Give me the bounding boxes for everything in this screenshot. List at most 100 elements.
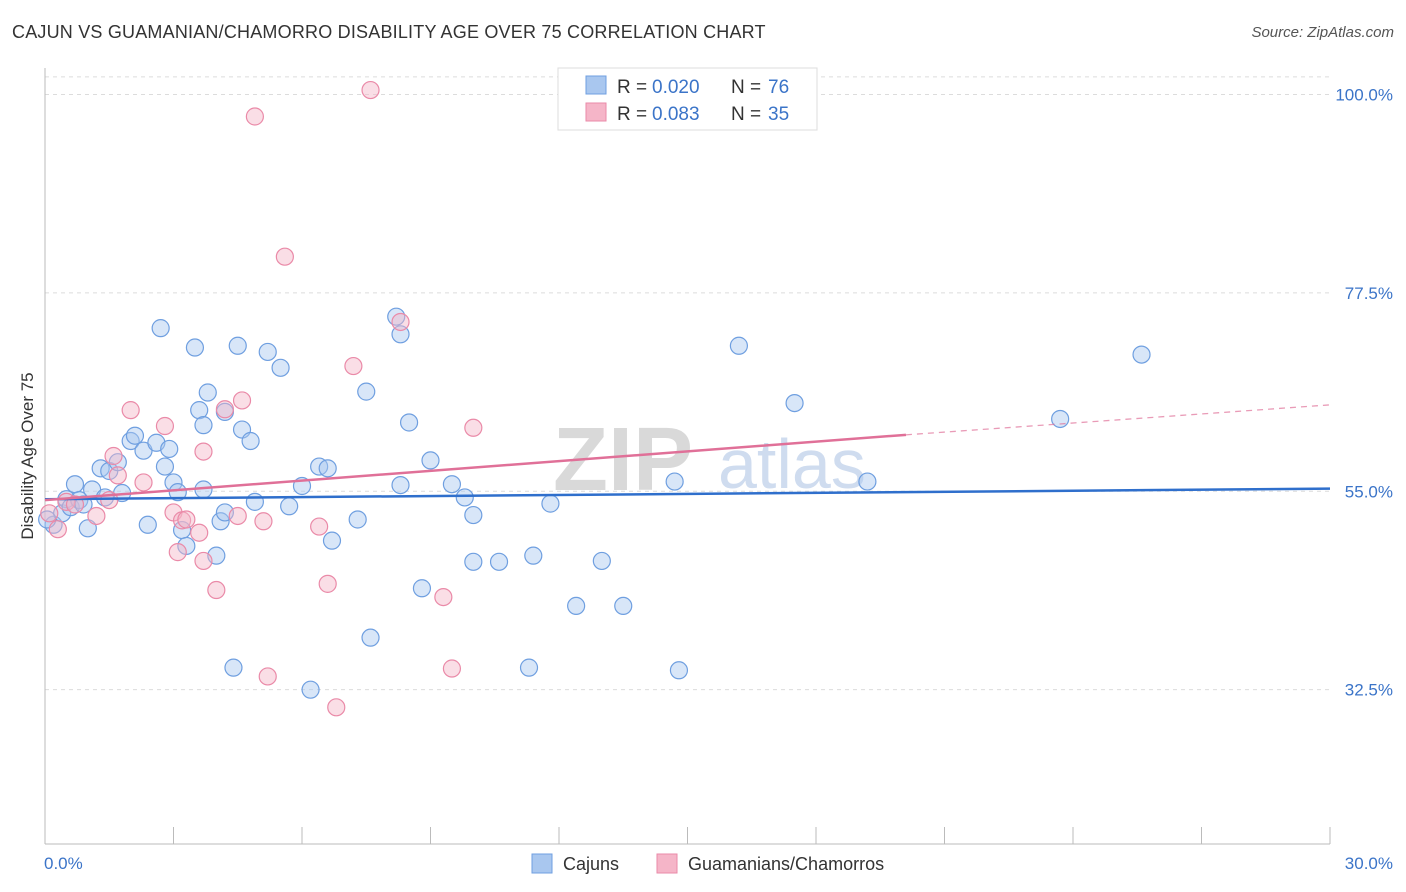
guamanian-point-34 xyxy=(464,418,483,437)
x-tick-label-min: 0.0% xyxy=(44,854,83,873)
cajun-point-39 xyxy=(245,492,264,511)
guamanian-point-30 xyxy=(361,80,380,100)
gridlines xyxy=(45,76,1330,691)
guamanian-point-9 xyxy=(134,473,153,492)
guamanian-point-16 xyxy=(194,551,213,571)
cajun-point-53 xyxy=(391,476,410,495)
legend-n-value-2: 35 xyxy=(768,104,789,125)
guamanian-point-31 xyxy=(391,312,410,332)
guamanian-point-27 xyxy=(318,574,337,593)
legend-n-value-1: 76 xyxy=(768,77,789,98)
guamanian-point-20 xyxy=(228,506,247,526)
cajun-point-64 xyxy=(541,494,560,513)
guamanian-point-22 xyxy=(245,107,264,126)
cajun-point-62 xyxy=(519,658,539,677)
cajun-point-42 xyxy=(280,497,299,516)
cajun-point-30 xyxy=(198,383,217,402)
guamanian-point-8 xyxy=(121,401,140,420)
cajun-point-69 xyxy=(669,661,689,680)
cajun-point-46 xyxy=(318,459,337,478)
guamanian-point-3 xyxy=(65,495,85,514)
y-tick-labels: 32.5% 55.0% 77.5% 100.0% xyxy=(1335,85,1393,699)
legend-r-value-1: 0.020 xyxy=(652,77,700,98)
cajun-points xyxy=(38,307,1151,699)
cajun-point-70 xyxy=(729,336,749,355)
guamanian-point-10 xyxy=(155,416,175,436)
guamanian-trend-line xyxy=(44,433,907,502)
cajun-point-52 xyxy=(391,325,410,344)
guamanian-point-17 xyxy=(194,442,213,461)
cajun-point-4 xyxy=(65,475,85,494)
cajun-point-74 xyxy=(1132,345,1151,364)
trend-lines xyxy=(44,404,1331,502)
bottom-legend-label-guamanians: Guamanians/Chamorros xyxy=(688,854,884,874)
guamanian-point-21 xyxy=(232,391,252,410)
cajun-point-68 xyxy=(665,472,684,491)
legend-r-value-2: 0.083 xyxy=(652,104,700,125)
guamanian-point-6 xyxy=(104,446,123,466)
cajun-point-71 xyxy=(785,393,804,413)
cajun-point-57 xyxy=(442,475,462,494)
legend-r-label-1: R = xyxy=(617,77,647,98)
bottom-legend-swatch-cajuns xyxy=(531,853,553,874)
cajun-trend-line xyxy=(44,487,1331,501)
cajun-point-67 xyxy=(614,596,633,616)
cajun-point-47 xyxy=(322,531,342,550)
guamanian-point-1 xyxy=(48,520,67,539)
bottom-legend: Cajuns Guamanians/Chamorros xyxy=(531,853,884,874)
guamanian-point-19 xyxy=(215,400,234,419)
legend-swatch-cajuns xyxy=(585,75,607,95)
source-label: Source: ZipAtlas.com xyxy=(1251,24,1394,41)
guamanian-point-24 xyxy=(258,667,277,686)
x-axis-ticks xyxy=(44,827,1331,844)
cajun-point-59 xyxy=(464,505,483,525)
guamanian-point-26 xyxy=(310,517,329,536)
cajun-point-56 xyxy=(421,451,440,470)
cajun-point-50 xyxy=(361,628,380,647)
cajun-point-40 xyxy=(258,342,277,362)
cajun-point-6 xyxy=(78,519,97,538)
cajun-point-49 xyxy=(357,382,376,401)
cajun-point-72 xyxy=(858,472,877,491)
cajun-point-20 xyxy=(155,457,175,476)
cajun-point-23 xyxy=(168,483,187,502)
legend-n-label-1: N = xyxy=(731,77,761,98)
cajun-point-44 xyxy=(301,680,320,699)
guamanian-point-15 xyxy=(190,523,209,542)
cajun-point-63 xyxy=(524,546,543,565)
y-tick-label-2: 77.5% xyxy=(1345,284,1393,303)
cajun-point-17 xyxy=(138,515,157,534)
guamanian-point-7 xyxy=(108,466,127,485)
legend: R = 0.020 N = 76 R = 0.083 N = 35 xyxy=(557,67,818,131)
cajun-point-38 xyxy=(241,431,260,451)
cajun-point-19 xyxy=(151,319,170,338)
guamanian-point-25 xyxy=(275,247,294,266)
x-tick-label-max: 30.0% xyxy=(1345,854,1393,873)
legend-n-label-2: N = xyxy=(731,104,761,125)
guamanian-point-12 xyxy=(168,543,187,562)
guamanian-points xyxy=(40,80,483,717)
cajun-point-21 xyxy=(160,439,179,459)
guamanian-point-29 xyxy=(344,356,363,376)
y-tick-label-0: 32.5% xyxy=(1345,681,1393,700)
cajun-point-32 xyxy=(211,512,230,531)
y-tick-label-3: 100.0% xyxy=(1335,85,1393,104)
cajun-point-28 xyxy=(194,416,213,435)
cajun-point-27 xyxy=(190,401,209,420)
cajun-point-61 xyxy=(489,552,509,571)
chart-title: CAJUN VS GUAMANIAN/CHAMORRO DISABILITY A… xyxy=(12,22,766,42)
guamanian-point-23 xyxy=(254,512,273,531)
guamanian-point-14 xyxy=(177,510,196,529)
guamanian-point-33 xyxy=(442,659,462,678)
cajun-point-15 xyxy=(125,426,145,445)
cajun-point-48 xyxy=(348,510,367,529)
cajun-point-36 xyxy=(228,336,247,355)
guamanian-point-0 xyxy=(40,504,59,523)
cajun-point-26 xyxy=(185,338,205,357)
legend-swatch-guamanians xyxy=(585,102,607,122)
y-tick-label-1: 55.0% xyxy=(1345,482,1393,501)
watermark-atlas: atlas xyxy=(718,425,866,503)
guamanian-point-4 xyxy=(87,506,106,526)
cajun-point-35 xyxy=(224,658,243,677)
